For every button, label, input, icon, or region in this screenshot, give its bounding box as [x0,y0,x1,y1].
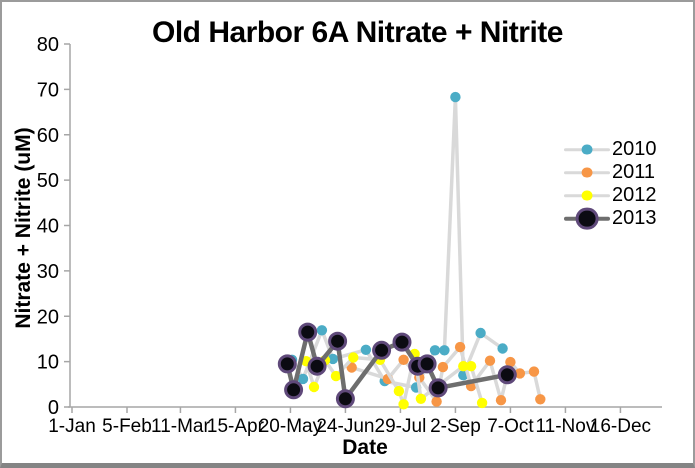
x-axis-title: Date [342,436,388,459]
data-point-2011 [514,368,526,379]
y-tick-label: 40 [37,216,59,238]
data-point-2011 [484,355,496,366]
y-axis-title: Nitrate + Nitrite (uM) [12,127,35,329]
data-point-2010 [327,353,339,365]
data-point-2012 [393,385,405,397]
y-tick-label: 20 [37,306,59,328]
data-point-2013 [372,340,392,360]
data-point-2011 [535,394,546,405]
y-tick-label: 50 [37,170,59,192]
data-point-2012 [465,361,477,372]
legend-item-2012: 2012 [564,184,657,207]
data-point-2010 [360,344,372,355]
x-tick-label: 11-Mar [151,416,210,437]
legend: 2010 2011 2012 2013 [564,138,657,230]
legend-dot-2013 [575,207,599,230]
data-point-2013 [298,322,318,342]
legend-dot-2010 [581,144,593,155]
y-tick-label: 30 [37,261,59,283]
legend-item-2011: 2011 [564,161,657,184]
legend-marker-2013 [564,207,610,230]
data-point-2013 [417,354,437,374]
x-tick-label: 24-Jun [316,416,374,437]
legend-dot-2011 [581,167,593,178]
data-point-2012 [476,397,488,409]
data-point-2011 [431,396,442,407]
data-point-2010 [297,373,309,385]
legend-label-2011: 2011 [612,161,656,183]
data-point-2011 [505,356,516,368]
legend-item-2013: 2013 [564,207,657,230]
data-point-2013 [277,354,297,374]
data-point-2013 [328,331,348,351]
data-point-2013 [284,380,304,400]
legend-label-2010: 2010 [612,138,657,160]
data-point-2010 [316,325,328,336]
legend-marker-2011 [564,164,610,182]
y-tick-label: 10 [37,352,59,374]
legend-item-2010: 2010 [564,138,657,161]
legend-label-2012: 2012 [612,184,657,206]
data-point-2010 [475,327,486,339]
data-point-2012 [348,352,359,363]
x-tick-label: 7-Oct [487,416,534,437]
data-point-2012 [415,393,427,404]
x-tick-label: 16-Dec [590,416,651,437]
data-point-2010 [497,343,508,354]
y-tick-label: 60 [37,125,59,147]
data-point-2010 [429,345,441,356]
x-tick-label: 15-Apr [207,416,265,437]
data-point-2013 [428,378,448,398]
data-point-2013 [497,365,517,385]
y-tick-label: 70 [37,79,59,101]
data-point-2013 [307,356,327,376]
x-tick-label: 2-Sep [430,416,481,437]
y-tick-label: 80 [37,34,59,56]
data-point-2010 [450,91,461,103]
legend-dot-2012 [581,190,593,201]
data-point-2013 [392,332,412,352]
chart-title: Old Harbor 6A Nitrate + Nitrite [152,16,563,49]
data-point-2011 [437,361,449,373]
data-point-2010 [439,345,450,356]
data-point-2012 [398,399,409,410]
x-tick-label: 1-Jan [48,416,96,437]
legend-label-2013: 2013 [612,207,657,229]
data-point-2011 [528,366,540,377]
legend-marker-2010 [564,141,610,159]
data-point-2012 [308,381,320,393]
data-point-2013 [335,389,355,409]
x-tick-label: 20-May [259,416,323,437]
x-tick-label: 11-Nov [536,416,596,437]
data-point-2011 [454,341,466,353]
data-point-2011 [495,395,507,406]
legend-marker-2012 [564,187,610,205]
data-point-2011 [398,354,409,365]
data-point-2012 [458,361,469,372]
x-tick-label: 5-Feb [102,416,152,437]
y-tick-label: 0 [48,397,59,419]
x-tick-label: 29-Jul [375,416,427,437]
data-point-2012 [330,370,342,382]
data-point-2011 [346,362,357,373]
